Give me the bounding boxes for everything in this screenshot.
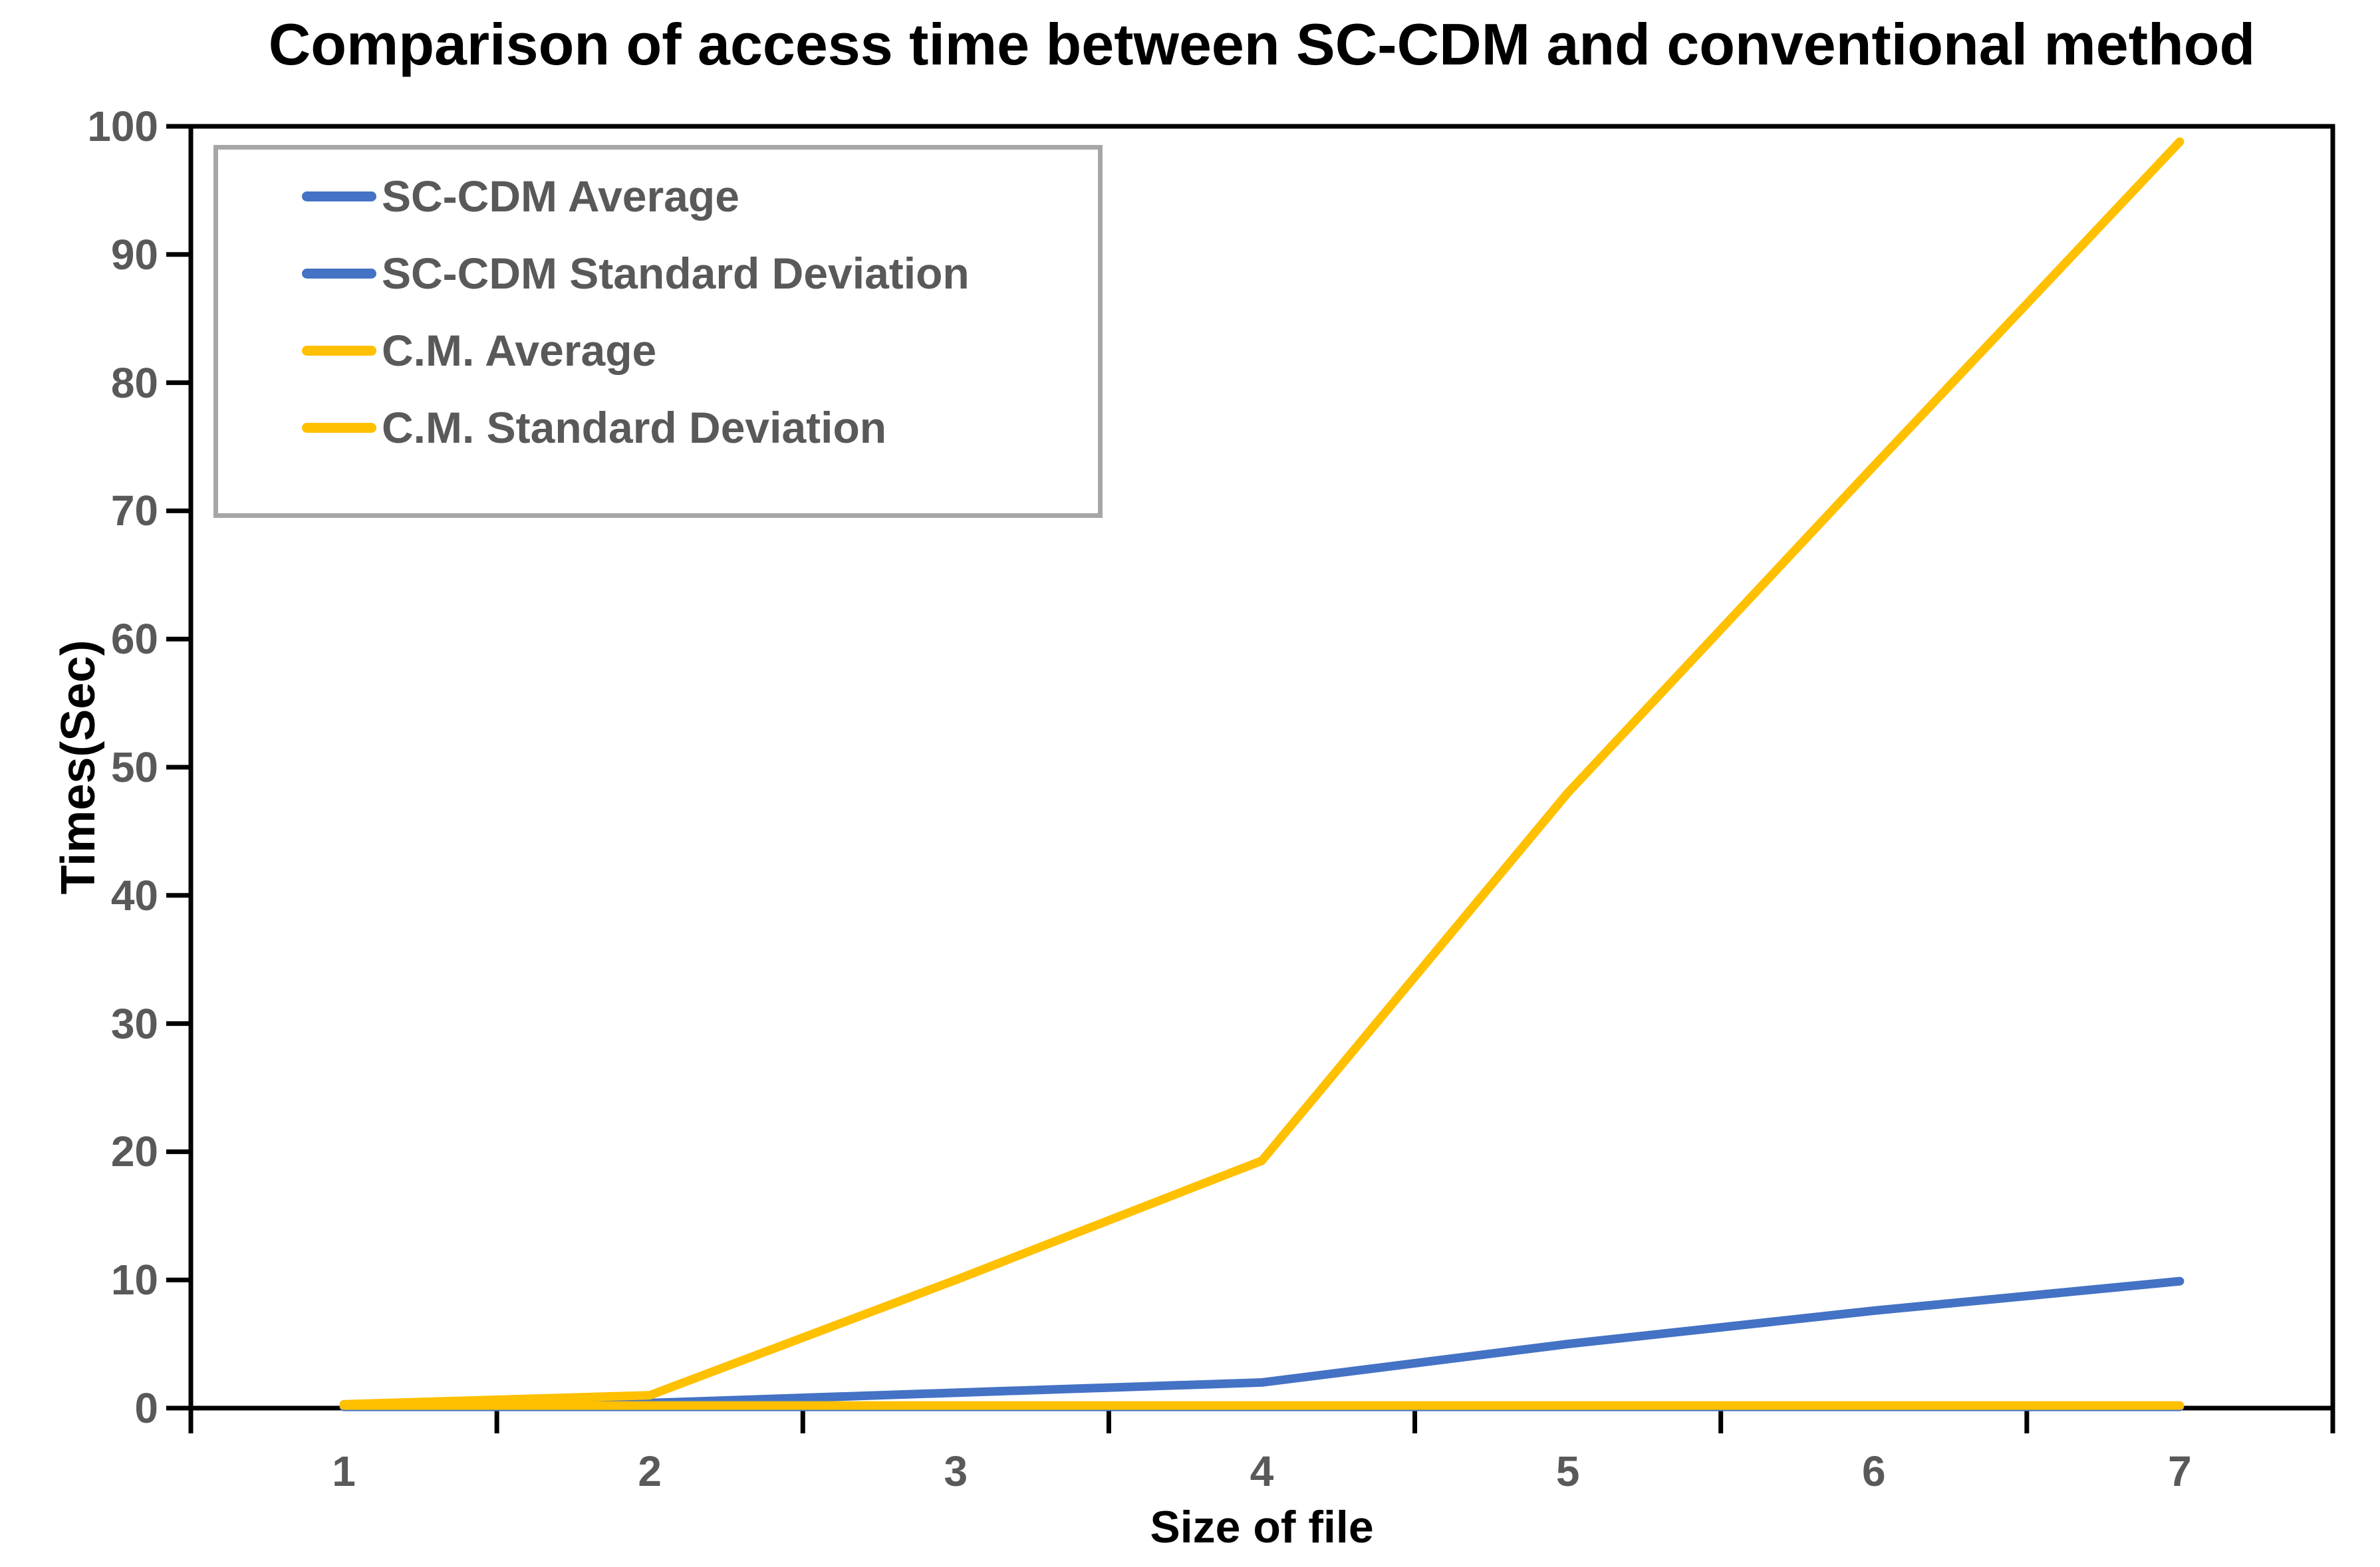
- x-tick-label: 4: [1250, 1447, 1274, 1495]
- y-tick-label: 30: [110, 999, 158, 1048]
- legend-item: C.M. Standard Deviation: [218, 389, 1098, 466]
- legend-swatch: [302, 268, 376, 279]
- legend-swatch: [302, 345, 376, 356]
- y-tick-label: 50: [110, 743, 158, 791]
- legend-item: SC-CDM Average: [218, 158, 1098, 235]
- y-tick-label: 40: [110, 871, 158, 919]
- legend: SC-CDM Average SC-CDM Standard Deviation C…: [213, 145, 1103, 518]
- legend-item: SC-CDM Standard Deviation: [218, 235, 1098, 312]
- y-tick-label: 20: [110, 1128, 158, 1176]
- x-tick-label: 2: [638, 1447, 662, 1495]
- legend-label: SC-CDM Standard Deviation: [382, 249, 970, 298]
- y-tick-label: 10: [110, 1256, 158, 1304]
- legend-swatch: [302, 422, 376, 433]
- y-tick-label: 70: [110, 487, 158, 535]
- y-tick-label: 0: [134, 1384, 158, 1432]
- x-tick-label: 5: [1555, 1447, 1580, 1495]
- legend-label: C.M. Standard Deviation: [382, 403, 887, 452]
- x-tick-label: 1: [332, 1447, 356, 1495]
- y-tick-label: 90: [110, 230, 158, 279]
- series-line-sc-cdm-average: [339, 1276, 2184, 1410]
- legend-item: C.M. Average: [218, 312, 1098, 389]
- legend-label: C.M. Average: [382, 326, 657, 375]
- legend-swatch: [302, 191, 376, 201]
- x-tick-label: 7: [2168, 1447, 2192, 1495]
- y-tick-label: 100: [87, 102, 158, 150]
- legend-label: SC-CDM Average: [382, 172, 739, 221]
- chart-title: Comparison of access time between SC-CDM…: [268, 11, 2256, 77]
- y-tick-label: 60: [110, 615, 158, 663]
- x-tick-label: 3: [944, 1447, 968, 1495]
- x-axis-title: Size of file: [1150, 1502, 1374, 1552]
- y-tick-label: 80: [110, 358, 158, 407]
- series-line-c-m-average: [339, 137, 2184, 1409]
- x-tick-label: 6: [1861, 1447, 1886, 1495]
